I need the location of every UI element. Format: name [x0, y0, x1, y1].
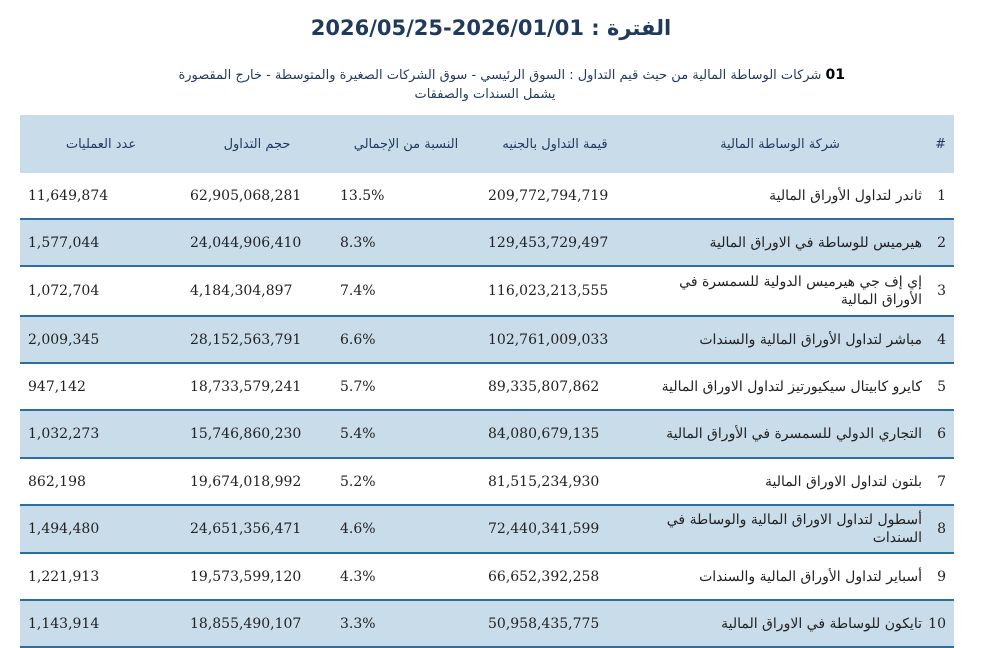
row-index: 5	[930, 363, 954, 411]
row-share: 6.6%	[332, 316, 480, 364]
row-company: أسباير لتداول الأوراق المالية والسندات	[630, 553, 930, 601]
row-volume: 4,184,304,897	[182, 266, 332, 317]
row-value: 72,440,341,599	[480, 505, 630, 554]
table-row: 5 كايرو كابيتال سيكيورتيز لتداول الاوراق …	[20, 363, 954, 411]
row-value: 116,023,213,555	[480, 266, 630, 317]
row-company: التجاري الدولي للسمسرة في الأوراق المالي…	[630, 410, 930, 459]
table-row: 9 أسباير لتداول الأوراق المالية والسندات 6…	[20, 553, 954, 601]
row-trades: 947,142	[20, 363, 182, 411]
row-share: 13.5%	[332, 173, 480, 220]
row-company: بلتون لتداول الاوراق المالية	[630, 458, 930, 506]
row-company: إي إف جي هيرميس الدولية للسمسرة في الأور…	[630, 266, 930, 317]
col-header-company: شركة الوساطة المالية	[630, 115, 930, 173]
row-value: 50,958,435,775	[480, 600, 630, 648]
row-company: مباشر لتداول الأوراق المالية والسندات	[630, 316, 930, 364]
section-subtitle: يشمل السندات والصفقات	[414, 87, 556, 102]
row-trades: 1,221,913	[20, 553, 182, 601]
col-header-index: #	[930, 115, 954, 173]
row-volume: 62,905,068,281	[182, 173, 332, 220]
row-trades: 11,649,874	[20, 173, 182, 220]
row-share: 7.4%	[332, 266, 480, 317]
row-index: 9	[930, 553, 954, 601]
row-trades: 1,143,914	[20, 600, 182, 648]
row-share: 5.2%	[332, 458, 480, 506]
row-share: 8.3%	[332, 219, 480, 267]
row-value: 89,335,807,862	[480, 363, 630, 411]
table-row: 1 ثاندر لتداول الأوراق المالية 209,772,794…	[20, 173, 954, 220]
row-company: تايكون للوساطة في الاوراق المالية	[630, 600, 930, 648]
row-index: 7	[930, 458, 954, 506]
col-header-share: النسبة من الإجمالي	[332, 115, 480, 173]
brokers-table: # شركة الوساطة المالية قيمة التداول بالج…	[20, 115, 954, 648]
table-row: 8 أسطول لتداول الاوراق المالية والوساطة ف…	[20, 505, 954, 554]
row-volume: 28,152,563,791	[182, 316, 332, 364]
row-value: 81,515,234,930	[480, 458, 630, 506]
row-index: 3	[930, 266, 954, 317]
row-index: 2	[930, 219, 954, 267]
table-row: 4 مباشر لتداول الأوراق المالية والسندات 10…	[20, 316, 954, 364]
section-title: شركات الوساطة المالية من حيث قيم التداول…	[178, 68, 822, 83]
row-value: 102,761,009,033	[480, 316, 630, 364]
row-share: 5.7%	[332, 363, 480, 411]
row-volume: 18,855,490,107	[182, 600, 332, 648]
col-header-volume: حجم التداول	[182, 115, 332, 173]
section-number: 01	[825, 67, 845, 83]
col-header-trades: عدد العمليات	[20, 115, 182, 173]
row-volume: 24,651,356,471	[182, 505, 332, 554]
row-share: 5.4%	[332, 410, 480, 459]
row-value: 209,772,794,719	[480, 173, 630, 220]
col-header-value: قيمة التداول بالجنيه	[480, 115, 630, 173]
row-volume: 24,044,906,410	[182, 219, 332, 267]
row-trades: 1,577,044	[20, 219, 182, 267]
row-share: 4.6%	[332, 505, 480, 554]
row-value: 84,080,679,135	[480, 410, 630, 459]
row-volume: 15,746,860,230	[182, 410, 332, 459]
row-volume: 18,733,579,241	[182, 363, 332, 411]
row-volume: 19,674,018,992	[182, 458, 332, 506]
table-header-row: # شركة الوساطة المالية قيمة التداول بالج…	[20, 115, 954, 173]
period-value: 2026/05/25-2026/01/01	[310, 16, 584, 40]
table-row: 3 إي إف جي هيرميس الدولية للسمسرة في الأو…	[20, 266, 954, 317]
table-row: 6 التجاري الدولي للسمسرة في الأوراق المال…	[20, 410, 954, 459]
row-index: 8	[930, 505, 954, 554]
row-trades: 1,072,704	[20, 266, 182, 317]
row-company: كايرو كابيتال سيكيورتيز لتداول الاوراق ا…	[630, 363, 930, 411]
row-company: أسطول لتداول الاوراق المالية والوساطة في…	[630, 505, 930, 554]
row-index: 6	[930, 410, 954, 459]
row-index: 4	[930, 316, 954, 364]
section-heading: 01 شركات الوساطة المالية من حيث قيم التد…	[125, 66, 845, 104]
period-label: الفترة :	[591, 16, 672, 40]
row-trades: 1,032,273	[20, 410, 182, 459]
row-value: 66,652,392,258	[480, 553, 630, 601]
row-share: 3.3%	[332, 600, 480, 648]
row-value: 129,453,729,497	[480, 219, 630, 267]
row-share: 4.3%	[332, 553, 480, 601]
row-company: هيرميس للوساطة في الاوراق المالية	[630, 219, 930, 267]
row-trades: 862,198	[20, 458, 182, 506]
row-index: 10	[928, 600, 954, 648]
row-company: ثاندر لتداول الأوراق المالية	[630, 173, 930, 220]
table-row: 2 هيرميس للوساطة في الاوراق المالية 129,45…	[20, 219, 954, 267]
period-title: الفترة : 2026/05/25-2026/01/01	[0, 16, 982, 40]
table-row: 10 تايكون للوساطة في الاوراق المالية 50,95…	[20, 600, 954, 648]
row-trades: 1,494,480	[20, 505, 182, 554]
row-volume: 19,573,599,120	[182, 553, 332, 601]
row-trades: 2,009,345	[20, 316, 182, 364]
row-index: 1	[930, 173, 954, 220]
table-row: 7 بلتون لتداول الاوراق المالية 81,515,234,…	[20, 458, 954, 506]
